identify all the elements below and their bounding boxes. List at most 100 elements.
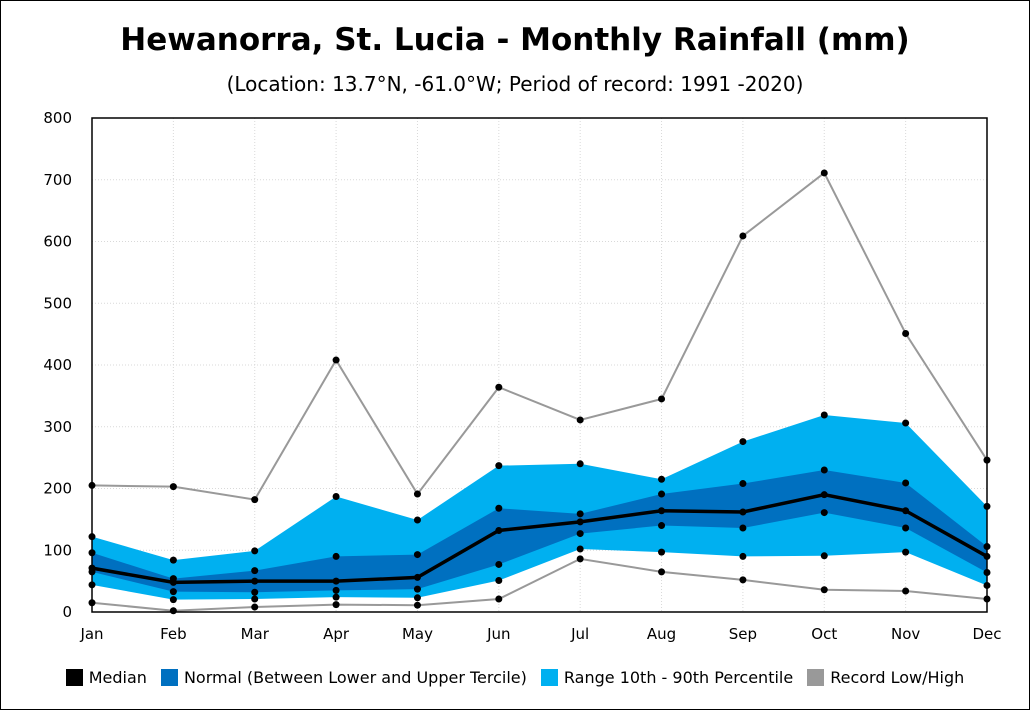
- lower-tercile-point: [658, 522, 666, 530]
- upper-tercile-point: [820, 466, 828, 474]
- legend-swatch-normal: [160, 668, 178, 686]
- percentile-10-point: [739, 552, 747, 560]
- y-tick-label: 100: [43, 541, 72, 559]
- lower-tercile-point: [251, 588, 259, 596]
- legend-label-percentile-range: Range 10th - 90th Percentile: [563, 667, 794, 687]
- percentile-10-point: [658, 548, 666, 556]
- record-high-point: [332, 356, 340, 364]
- record-low-point: [251, 603, 259, 611]
- upper-tercile-point: [495, 504, 503, 512]
- record-low-point: [413, 601, 421, 609]
- median-point: [169, 578, 177, 586]
- record-low-point: [820, 586, 828, 594]
- record-low-point: [576, 555, 584, 563]
- y-tick-label: 0: [62, 603, 72, 621]
- legend-item-record: Record Low/High: [807, 668, 964, 687]
- lower-tercile-point: [413, 585, 421, 593]
- upper-tercile-point: [902, 479, 910, 487]
- upper-tercile-point: [658, 490, 666, 498]
- percentile-10-point: [820, 552, 828, 560]
- lower-tercile-point: [902, 524, 910, 532]
- median-point: [495, 526, 503, 534]
- legend: Median Normal (Between Lower and Upper T…: [0, 664, 1030, 690]
- legend-item-normal: Normal (Between Lower and Upper Tercile): [160, 667, 527, 687]
- percentile-90-point: [820, 411, 828, 419]
- median-point: [820, 491, 828, 499]
- record-low-line: [91, 557, 988, 612]
- record-low-point: [902, 587, 910, 595]
- y-tick-label: 800: [43, 109, 72, 127]
- percentile-90-point: [658, 475, 666, 483]
- legend-label-normal: Normal (Between Lower and Upper Tercile): [183, 667, 527, 687]
- percentile-90-point: [576, 460, 584, 468]
- chart-subtitle: (Location: 13.7°N, -61.0°W; Period of re…: [226, 72, 804, 96]
- x-tick-label: Oct: [811, 625, 837, 643]
- record-high-point: [739, 232, 747, 240]
- record-high-point: [413, 490, 421, 498]
- x-tick-label: Feb: [160, 625, 187, 643]
- percentile-10-point: [169, 596, 177, 604]
- chart-title: Hewanorra, St. Lucia - Monthly Rainfall …: [120, 22, 910, 58]
- lower-tercile-point: [739, 524, 747, 532]
- x-tick-label: Dec: [972, 625, 1001, 643]
- lower-tercile-point: [332, 586, 340, 594]
- upper-tercile-point: [413, 551, 421, 559]
- upper-tercile-point: [739, 480, 747, 488]
- y-tick-label: 200: [43, 480, 72, 498]
- y-tick-label: 400: [43, 356, 72, 374]
- median-point: [739, 508, 747, 516]
- legend-swatch-percentile-range: [540, 668, 558, 686]
- lower-tercile-point: [820, 509, 828, 517]
- percentile-range-band: [92, 415, 987, 600]
- percentile-90-point: [251, 547, 259, 555]
- y-tick-label: 500: [43, 294, 72, 312]
- x-tick-label: Mar: [241, 625, 270, 643]
- lower-tercile-point: [576, 530, 584, 538]
- lower-tercile-point: [169, 588, 177, 596]
- record-high-point: [658, 395, 666, 403]
- upper-tercile-point: [576, 510, 584, 518]
- record-low-point: [739, 576, 747, 584]
- lower-tercile-point: [495, 560, 503, 568]
- upper-tercile-point: [332, 552, 340, 560]
- legend-item-percentile-range: Range 10th - 90th Percentile: [540, 667, 794, 687]
- record-high-point: [495, 383, 503, 391]
- percentile-90-point: [332, 493, 340, 501]
- legend-label-record: Record Low/High: [830, 667, 965, 687]
- x-tick-label: Aug: [647, 625, 676, 643]
- record-low-point: [169, 607, 177, 615]
- percentile-10-point: [576, 545, 584, 553]
- record-low-point: [332, 601, 340, 609]
- median-line: [91, 492, 988, 585]
- percentile-10-point: [902, 548, 910, 556]
- x-tick-label: Jun: [486, 625, 510, 643]
- percentile-10-point: [413, 594, 421, 602]
- percentile-90-point: [495, 462, 503, 470]
- percentile-10-point: [495, 577, 503, 585]
- x-tick-label: Jan: [79, 625, 103, 643]
- record-low-point: [495, 595, 503, 603]
- legend-label-median: Median: [88, 667, 147, 687]
- x-tick-label: May: [402, 625, 433, 643]
- x-tick-label: Apr: [323, 625, 350, 643]
- median-point: [902, 507, 910, 515]
- upper-tercile-point: [251, 567, 259, 575]
- x-tick-label: Sep: [729, 625, 757, 643]
- percentile-90-point: [902, 419, 910, 427]
- percentile-90-point: [169, 556, 177, 564]
- median-point: [576, 518, 584, 526]
- legend-swatch-record: [807, 668, 825, 686]
- median-point: [332, 577, 340, 585]
- legend-item-median: Median: [65, 667, 147, 687]
- x-tick-label: Jul: [570, 625, 589, 643]
- y-tick-label: 300: [43, 418, 72, 436]
- record-high-point: [820, 169, 828, 177]
- record-high-point: [169, 483, 177, 491]
- y-tick-label: 600: [43, 233, 72, 251]
- record-high-line: [91, 171, 988, 501]
- percentile-90-point: [413, 516, 421, 524]
- median-point: [658, 507, 666, 515]
- y-tick-label: 700: [43, 171, 72, 189]
- record-high-point: [576, 416, 584, 424]
- record-low-point: [658, 568, 666, 576]
